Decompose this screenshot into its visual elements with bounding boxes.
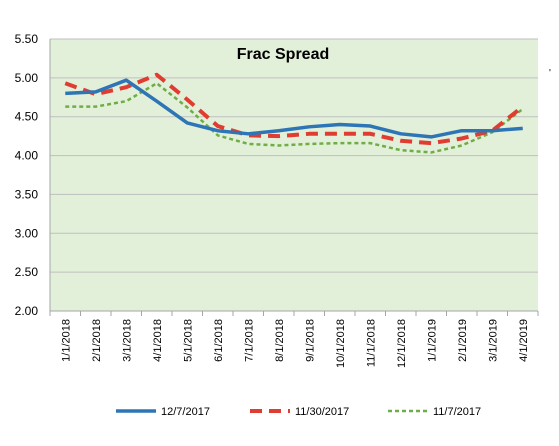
x-axis-ticks: 1/1/2018 2/1/2018 3/1/2018 4/1/2018 5/1/2018…: [49, 311, 539, 368]
x-tick-label: 2/1/2019: [457, 319, 469, 362]
x-tick-label: 5/1/2018: [182, 319, 194, 362]
x-tick-label: 3/1/2018: [121, 319, 133, 362]
chart-title: Frac Spread: [237, 46, 329, 63]
legend-label: 11/30/2017: [295, 406, 349, 418]
y-tick-label: 2.50: [15, 265, 39, 279]
x-tick-label: 8/1/2018: [274, 319, 286, 362]
y-tick-label: 3.50: [15, 187, 39, 201]
y-tick-label: 4.00: [15, 149, 39, 163]
y-tick-label: 5.00: [15, 71, 39, 85]
series-lines: [64, 72, 524, 154]
x-tick-label: 7/1/2018: [243, 319, 255, 362]
x-tick-label: 1/1/2019: [426, 319, 438, 362]
side-mark: ': [549, 68, 551, 79]
y-tick-label: 4.50: [15, 110, 39, 124]
x-tick-label: 6/1/2018: [213, 319, 225, 362]
x-tick-label: 10/1/2018: [335, 319, 347, 368]
y-tick-label: 2.00: [15, 304, 39, 318]
legend: 12/7/2017 11/30/2017 11/7/2017: [116, 406, 481, 418]
x-tick-label: 9/1/2018: [304, 319, 316, 362]
y-axis-ticks: 2.00 2.50 3.00 3.50 4.00 4.50 5.00 5.50: [15, 32, 39, 318]
x-tick-label: 3/1/2019: [487, 319, 499, 362]
x-tick-label: 12/1/2018: [396, 319, 408, 368]
y-tick-label: 5.50: [15, 32, 39, 46]
y-tick-label: 3.00: [15, 226, 39, 240]
x-tick-label: 1/1/2018: [60, 319, 72, 362]
legend-label: 12/7/2017: [161, 406, 210, 418]
x-tick-label: 2/1/2018: [91, 319, 103, 362]
legend-label: 11/7/2017: [433, 406, 481, 418]
x-tick-label: 11/1/2018: [365, 319, 377, 367]
series-line: [64, 72, 524, 146]
x-tick-label: 4/1/2019: [518, 319, 530, 362]
series-line: [65, 78, 523, 139]
x-tick-label: 4/1/2018: [152, 319, 164, 362]
